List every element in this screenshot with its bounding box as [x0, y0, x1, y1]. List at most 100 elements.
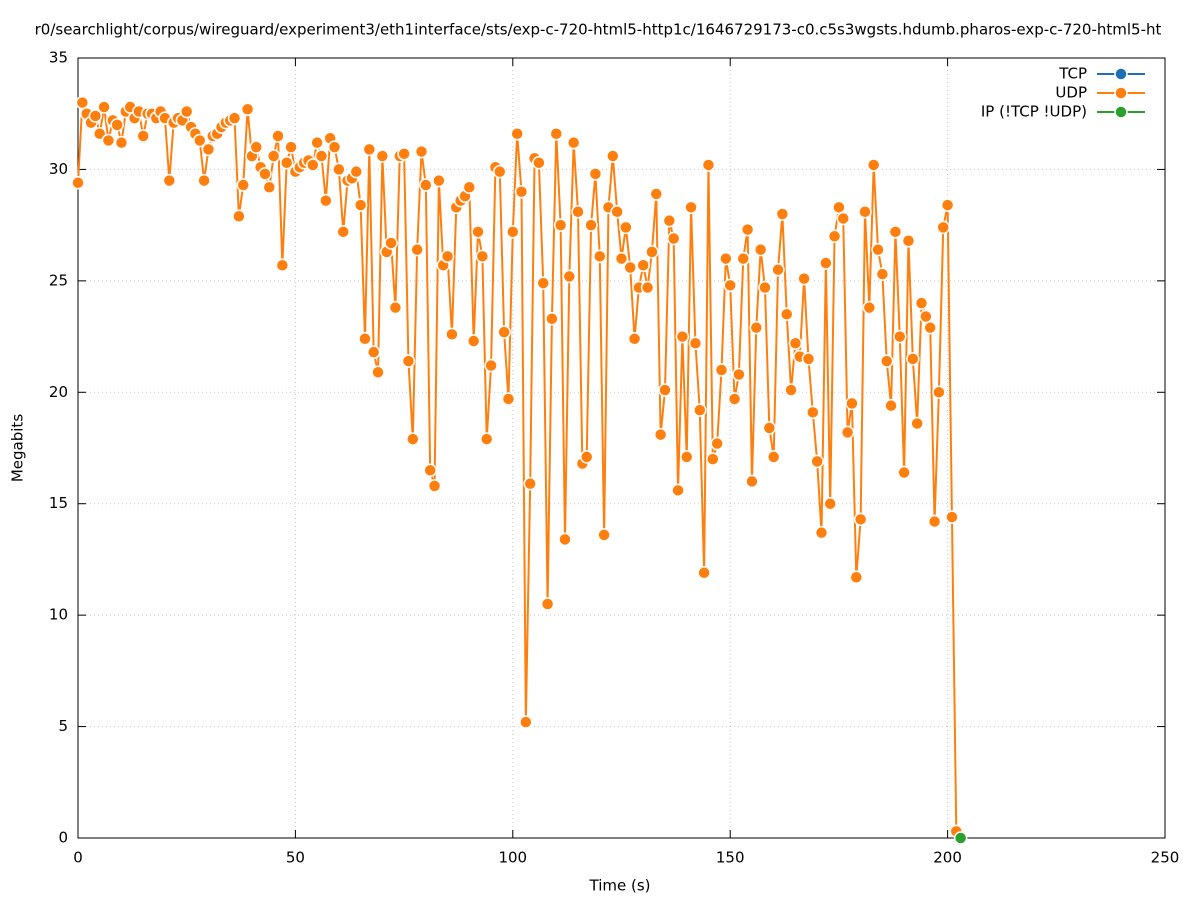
data-point: [836, 211, 850, 226]
data-point: [936, 220, 951, 235]
data-point: [410, 242, 424, 257]
data-point: [797, 271, 811, 286]
data-point: [371, 365, 385, 379]
data-point: [832, 200, 846, 215]
data-point: [662, 213, 677, 228]
data-point: [706, 452, 720, 466]
x-tick-label: 250: [1151, 849, 1180, 867]
data-point: [588, 167, 603, 181]
data-point: [536, 276, 550, 290]
data-point: [501, 392, 516, 406]
data-point: [332, 162, 346, 177]
data-point: [240, 102, 255, 117]
data-point: [727, 392, 742, 406]
data-point: [658, 383, 672, 397]
data-point: [262, 180, 277, 195]
data-point: [858, 205, 872, 219]
data-point: [532, 155, 546, 170]
data-point: [806, 405, 820, 420]
data-point: [566, 135, 581, 150]
data-point: [101, 133, 116, 148]
data-point: [910, 416, 924, 431]
data-point: [675, 329, 690, 344]
data-point: [358, 332, 372, 346]
data-point: [401, 354, 416, 368]
data-point: [201, 142, 216, 157]
data-point: [571, 205, 585, 219]
data-point: [362, 142, 377, 157]
data-point: [336, 225, 350, 239]
data-point: [693, 403, 707, 417]
data-point: [945, 510, 959, 524]
x-tick-label: 200: [933, 849, 962, 867]
data-point: [623, 260, 637, 275]
data-point: [540, 597, 555, 611]
data-point: [479, 432, 494, 446]
data-point: [75, 95, 90, 110]
legend-label: UDP: [1055, 84, 1087, 102]
data-point: [827, 229, 842, 244]
data-point: [136, 129, 150, 143]
data-point: [745, 474, 759, 489]
data-point: [801, 352, 816, 366]
data-point: [758, 280, 772, 295]
data-point: [462, 180, 477, 195]
data-point: [884, 398, 898, 413]
data-point: [266, 149, 281, 163]
y-tick-label: 15: [49, 494, 68, 512]
data-point: [271, 129, 285, 143]
data-point: [919, 309, 933, 324]
x-tick-label: 150: [716, 849, 745, 867]
data-point: [879, 354, 894, 368]
data-point: [606, 149, 620, 163]
data-point: [640, 280, 655, 295]
data-point: [92, 127, 107, 141]
y-tick-label: 20: [49, 383, 68, 401]
data-point: [953, 831, 968, 845]
data-point: [227, 111, 242, 125]
data-point: [162, 173, 177, 188]
legend-label: TCP: [1058, 65, 1087, 83]
legend-marker: [1114, 67, 1128, 81]
y-tick-label: 35: [49, 49, 68, 67]
data-point: [779, 307, 794, 322]
data-point: [723, 278, 737, 293]
data-point: [784, 383, 798, 397]
data-point: [523, 476, 537, 491]
data-point: [279, 155, 294, 170]
data-point: [636, 258, 650, 273]
data-point: [771, 262, 785, 277]
data-point: [310, 135, 324, 150]
data-point: [327, 140, 342, 154]
data-point: [475, 249, 490, 264]
data-point: [497, 325, 511, 339]
data-point: [597, 528, 611, 542]
data-point: [610, 205, 624, 219]
y-tick-label: 5: [58, 717, 68, 735]
data-point: [853, 512, 868, 527]
data-point: [614, 251, 629, 266]
y-tick-label: 10: [49, 606, 68, 624]
data-point: [197, 173, 211, 188]
data-point: [249, 140, 264, 154]
data-point: [619, 220, 633, 235]
data-point: [593, 249, 607, 264]
data-point: [584, 218, 598, 232]
data-point: [893, 329, 907, 344]
data-point: [906, 352, 920, 366]
data-point: [88, 109, 103, 123]
data-point: [192, 133, 207, 148]
data-point: [545, 311, 559, 326]
data-point: [179, 104, 194, 119]
data-point: [397, 147, 411, 161]
data-point: [710, 436, 724, 451]
data-point: [762, 421, 777, 435]
data-point: [553, 218, 568, 232]
data-point: [284, 140, 298, 154]
legend-marker: [1114, 105, 1128, 119]
data-point: [766, 450, 781, 464]
data-point: [349, 164, 364, 179]
data-point: [923, 320, 937, 335]
data-point: [823, 496, 837, 511]
legend-marker: [1114, 86, 1128, 100]
